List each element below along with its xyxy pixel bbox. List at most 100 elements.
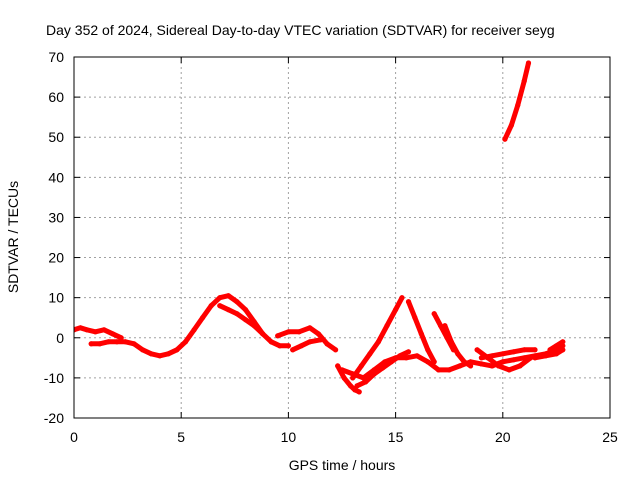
series-arc-14 <box>478 347 538 361</box>
data-point <box>242 317 249 323</box>
series-line <box>339 353 506 381</box>
data-point <box>358 363 364 369</box>
data-point <box>234 311 240 317</box>
data-point <box>315 331 321 337</box>
data-point <box>367 351 373 357</box>
data-point <box>425 359 431 365</box>
data-point <box>110 331 116 337</box>
data-point <box>225 307 231 313</box>
data-point <box>384 323 390 329</box>
data-point <box>553 343 560 349</box>
data-point <box>414 353 420 359</box>
data-point <box>318 337 324 343</box>
data-point <box>515 102 521 108</box>
data-point <box>489 363 495 369</box>
data-point <box>101 327 107 333</box>
data-point <box>521 78 527 84</box>
data-point <box>448 339 454 345</box>
data-point <box>380 365 386 371</box>
series-arc-16 <box>532 347 566 361</box>
y-tick-label: 30 <box>48 209 64 225</box>
data-point <box>425 347 431 353</box>
y-tick-label: 10 <box>48 290 64 306</box>
series-arc-3 <box>217 303 266 337</box>
data-point <box>461 359 467 365</box>
data-point <box>131 341 137 347</box>
data-point <box>217 295 223 301</box>
series-line <box>532 347 566 361</box>
data-point <box>543 353 549 359</box>
y-axis-ticks: -20 -10 0 10 20 30 40 50 60 70 <box>44 49 610 426</box>
data-point <box>182 339 189 345</box>
data-point <box>438 323 444 329</box>
data-point <box>165 351 171 357</box>
data-point <box>285 329 291 335</box>
x-tick-label: 0 <box>70 429 78 445</box>
series-arc-4 <box>275 325 339 353</box>
data-point <box>200 315 206 321</box>
data-point <box>521 355 527 361</box>
data-point <box>140 347 146 353</box>
data-point <box>478 355 484 361</box>
x-axis-ticks: 0 5 10 15 20 25 <box>70 57 618 445</box>
data-point <box>105 339 111 345</box>
data-point <box>412 315 418 321</box>
data-point <box>553 351 560 357</box>
data-point <box>350 375 356 381</box>
series-arc-5 <box>290 337 324 353</box>
data-point <box>77 325 83 331</box>
data-point <box>371 371 377 377</box>
data-point <box>457 363 463 369</box>
y-tick-label: -10 <box>44 370 64 386</box>
data-point <box>277 343 283 349</box>
data-point <box>560 347 566 353</box>
data-point <box>97 341 103 347</box>
series-arc-10 <box>405 299 437 365</box>
y-tick-label: 70 <box>48 49 64 65</box>
data-point <box>405 349 412 355</box>
data-point <box>393 307 399 313</box>
chart-title: Day 352 of 2024, Sidereal Day-to-day VTE… <box>46 22 555 38</box>
data-point <box>508 122 514 128</box>
data-point <box>348 383 354 389</box>
data-point <box>307 339 313 345</box>
data-point <box>532 355 538 361</box>
data-point <box>92 329 98 335</box>
data-point <box>356 389 362 395</box>
x-axis-label: GPS time / hours <box>289 457 396 473</box>
data-point <box>118 335 124 341</box>
series-arc-17 <box>547 339 566 353</box>
data-point <box>517 363 523 369</box>
data-point <box>335 363 341 369</box>
x-tick-label: 20 <box>495 429 511 445</box>
y-axis-label: SDTVAR / TECUs <box>5 181 21 293</box>
data-point <box>500 359 506 365</box>
data-point <box>489 353 495 359</box>
data-point <box>114 339 120 345</box>
data-point <box>84 327 90 333</box>
y-tick-label: -20 <box>44 410 64 426</box>
data-point <box>442 323 448 329</box>
series-arc-6 <box>335 363 362 395</box>
data-point <box>88 341 94 347</box>
data-point <box>547 347 553 353</box>
grid <box>74 57 610 418</box>
plot-frame <box>73 56 611 419</box>
data-point <box>521 347 527 353</box>
data-point <box>148 351 154 357</box>
data-point <box>324 341 330 347</box>
data-point <box>431 359 437 365</box>
data-point <box>217 303 223 309</box>
data-point <box>500 351 506 357</box>
data-point <box>446 367 452 373</box>
y-tick-label: 50 <box>48 129 64 145</box>
data-point <box>296 329 302 335</box>
data-point <box>510 349 517 355</box>
y-tick-label: 60 <box>48 89 64 105</box>
y-tick-label: 40 <box>48 169 64 185</box>
series-arc-1 <box>74 325 124 341</box>
data-point <box>375 339 381 345</box>
series-arc-18 <box>502 60 532 142</box>
data-point <box>174 347 180 353</box>
data-point <box>290 347 296 353</box>
